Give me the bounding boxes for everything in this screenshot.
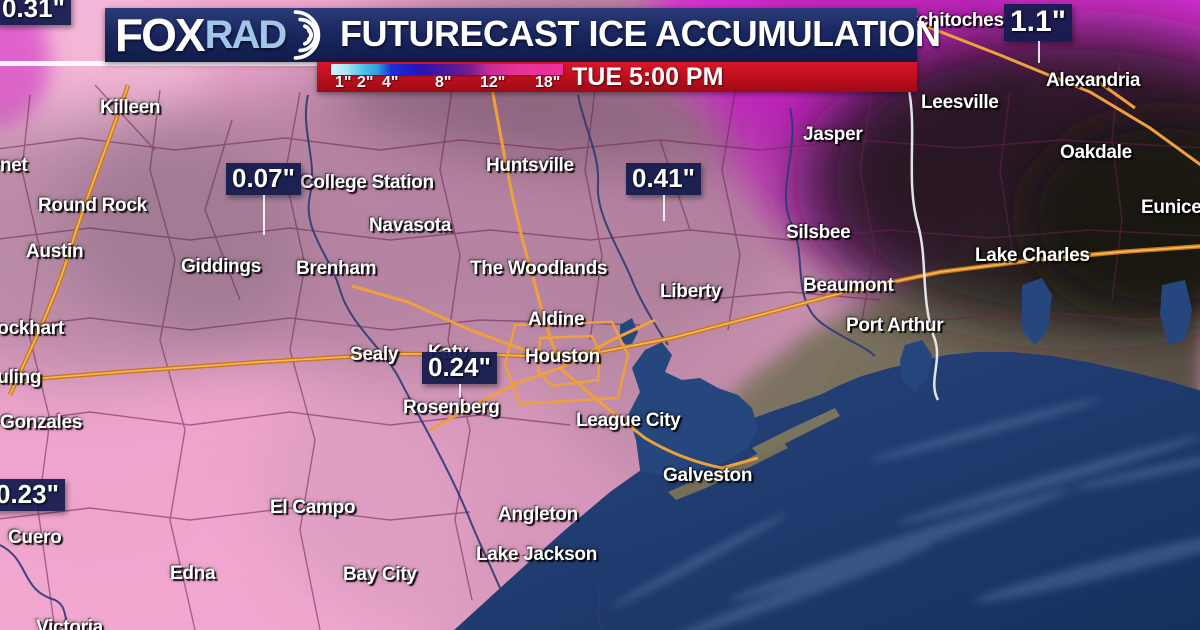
city-label-beaumont: Beaumont: [803, 275, 894, 296]
badge-pointer-line: [663, 195, 666, 222]
city-label-aldine: Aldine: [528, 309, 585, 330]
scale-tick-2: 2": [357, 74, 374, 91]
state-border-river: [906, 84, 940, 401]
city-label-galveston: Galveston: [663, 465, 753, 486]
ice-value-badge-11: 1.1": [1004, 4, 1072, 63]
city-label-liberty: Liberty: [660, 281, 722, 302]
badge-pointer-line: [459, 384, 462, 398]
city-label-bay-city: Bay City: [343, 564, 417, 585]
city-label-huntsville: Huntsville: [486, 155, 574, 176]
city-label-lake-jackson: Lake Jackson: [476, 544, 598, 565]
ice-value-text: 0.07": [232, 163, 295, 193]
ice-value-text: 1.1": [1010, 5, 1066, 38]
city-label-alexandria: Alexandria: [1046, 70, 1141, 91]
city-label-victoria: Victoria: [36, 617, 103, 630]
city-label-luling: Luling: [0, 367, 42, 388]
highways: [0, 16, 1200, 470]
banner-legend-bar: 1" 2" 4" 8" 12" 18" TUE 5:00 PM: [317, 62, 917, 92]
badge-pointer-line: [1037, 40, 1040, 63]
city-label-college-station: College Station: [300, 172, 434, 193]
ice-scale-gradient: [331, 64, 563, 75]
ice-value-text: 0.24": [428, 352, 491, 382]
logo-rad-text: RAD: [204, 12, 288, 57]
city-label-port-arthur: Port Arthur: [846, 315, 944, 336]
city-label-natchitoches: Natchitoches: [888, 10, 1004, 31]
ice-value-badge-024: 0.24": [422, 352, 497, 398]
ice-value-text: 0.23": [0, 479, 59, 509]
city-label-jasper: Jasper: [803, 124, 863, 145]
valid-time-label: TUE 5:00 PM: [572, 63, 724, 91]
radar-waves-icon: [293, 10, 321, 60]
city-label-lake-charles: Lake Charles: [975, 245, 1090, 266]
city-label-leesville: Leesville: [921, 92, 999, 113]
ice-value-badge-023: 0.23": [0, 479, 65, 512]
scale-tick-8: 8": [435, 74, 452, 91]
page-title: FUTURECAST ICE ACCUMULATION: [340, 13, 941, 54]
city-label-silsbee: Silsbee: [786, 222, 851, 243]
city-label-navasota: Navasota: [369, 215, 452, 236]
county-lines: [0, 59, 1200, 630]
ice-value-badge-041: 0.41": [626, 163, 701, 222]
city-label-eunice: Eunice: [1141, 197, 1200, 218]
gulf-of-mexico: [454, 278, 1200, 630]
city-label-cuero: Cuero: [8, 527, 62, 548]
banner-title-bar: FOX RAD FUTURECAST ICE ACCUMULATION: [105, 8, 941, 62]
banner-underline: [0, 61, 318, 66]
city-label-houston: Houston: [525, 346, 600, 367]
city-label-league-city: League City: [576, 410, 681, 431]
city-label-gonzales: Gonzales: [0, 412, 83, 433]
ice-value-text: 0.31": [2, 0, 65, 23]
city-label-el-campo: El Campo: [270, 497, 356, 518]
city-label-oakdale: Oakdale: [1060, 142, 1132, 163]
scale-tick-18: 18": [535, 74, 561, 91]
city-label-sealy: Sealy: [350, 344, 399, 365]
city-label-brenham: Brenham: [296, 258, 377, 279]
city-label-round-rock: Round Rock: [38, 195, 147, 216]
ice-value-badge-031: 0.31": [0, 0, 71, 26]
city-label-angleton: Angleton: [498, 504, 578, 525]
city-label-lockhart: Lockhart: [0, 318, 64, 339]
city-label-the-woodlands: The Woodlands: [470, 258, 608, 279]
rivers: [0, 94, 876, 630]
ice-value-badge-007: 0.07": [226, 163, 301, 236]
header-banner: FOX RAD FUTURECAST ICE ACCUMULATION 1" 2…: [105, 8, 941, 92]
scale-tick-4: 4": [382, 74, 399, 91]
city-label-edna: Edna: [170, 563, 216, 584]
city-label-giddings: Giddings: [181, 256, 261, 277]
city-label-killeen: Killeen: [100, 97, 161, 118]
ice-value-text: 0.41": [632, 163, 695, 193]
logo-fox-text: FOX: [115, 9, 206, 61]
city-label-austin: Austin: [26, 241, 84, 262]
city-label-burnet: Burnet: [0, 155, 28, 176]
scale-tick-12: 12": [480, 74, 506, 91]
foxrad-logo: FOX RAD: [115, 8, 339, 62]
scale-tick-1: 1": [335, 74, 352, 91]
badge-pointer-line: [263, 195, 266, 236]
city-label-rosenberg: Rosenberg: [403, 397, 500, 418]
